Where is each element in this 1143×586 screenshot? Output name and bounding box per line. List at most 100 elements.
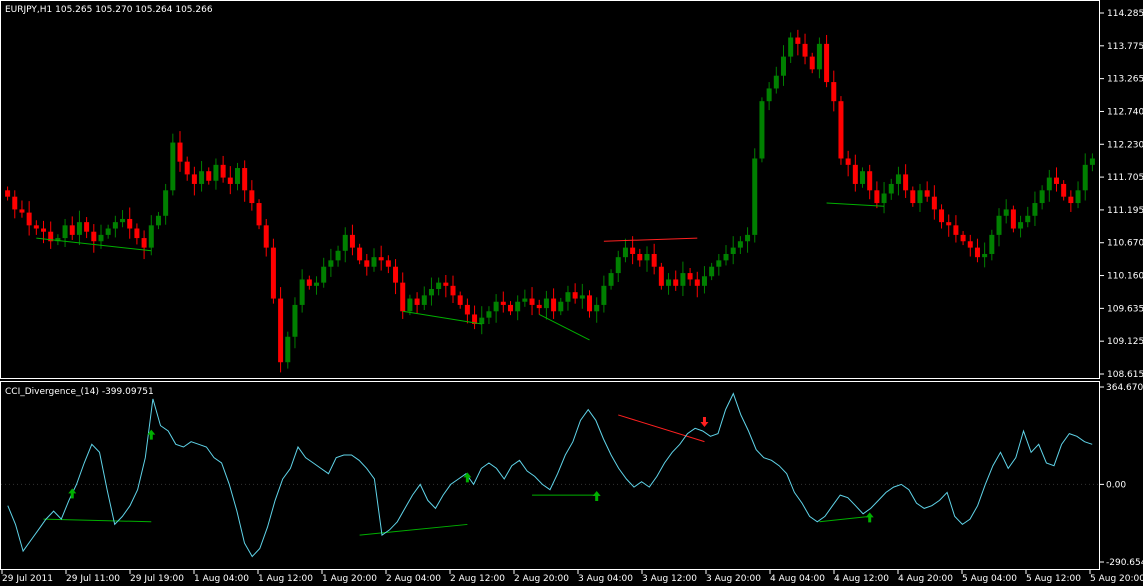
cci-divergence-lines xyxy=(43,414,870,536)
candle-body xyxy=(651,253,657,267)
price-tick-label: 112.230 xyxy=(1107,140,1143,150)
candle-body xyxy=(62,225,68,239)
bear-candle xyxy=(84,217,90,239)
bull-candle xyxy=(428,277,434,306)
candle-body xyxy=(134,228,140,239)
candle-body xyxy=(84,222,90,232)
candle-body xyxy=(357,247,363,261)
bull-candle xyxy=(666,273,672,295)
cci-tick-label: 364.6708 xyxy=(1106,383,1143,393)
bull-candle xyxy=(752,148,758,243)
bull-candle xyxy=(371,248,377,272)
candle-body xyxy=(263,225,269,248)
candle-body xyxy=(385,260,391,267)
candle-body xyxy=(831,82,837,102)
candle-body xyxy=(55,238,61,242)
candle-body xyxy=(335,250,341,261)
candle-body xyxy=(622,247,628,258)
bull-candle xyxy=(436,277,442,296)
price-axis: 114.285 113.775 113.265 112.740 112.230 111.7… xyxy=(1100,9,1143,380)
candle-body xyxy=(98,234,104,242)
bull-candle xyxy=(565,285,571,311)
candle-body xyxy=(1039,190,1045,204)
candle-body xyxy=(960,234,966,242)
candle-body xyxy=(507,304,513,312)
candle-body xyxy=(809,56,815,70)
candle-body xyxy=(127,218,133,229)
bear-candle xyxy=(41,220,47,244)
candle-body xyxy=(838,101,844,159)
candle-body xyxy=(680,273,686,286)
time-tick-label: 3 Aug 12:00 xyxy=(642,574,697,584)
bear-candle xyxy=(177,131,183,172)
indicator-panel-frame xyxy=(0,381,1100,570)
bear-candle xyxy=(472,305,478,330)
bear-candle xyxy=(191,166,197,196)
price-divergence-lines xyxy=(36,202,885,341)
bear-candle xyxy=(651,243,657,275)
cci-axis: 364.6708 0.00 -290.654 xyxy=(1100,383,1143,568)
bear-candle xyxy=(227,166,233,195)
candle-body xyxy=(888,183,894,194)
bear-candle xyxy=(637,248,643,267)
red-down-arrow-icon xyxy=(700,416,709,427)
bull-candle xyxy=(213,158,219,190)
bull-candle xyxy=(1089,153,1095,172)
bear-candle xyxy=(249,180,255,211)
bull-candle xyxy=(1046,169,1052,202)
bull-candle xyxy=(601,275,607,313)
candle-body xyxy=(601,285,607,305)
candle-body xyxy=(723,253,729,261)
bear-candle xyxy=(1068,190,1074,212)
candle-body xyxy=(464,304,470,315)
candle-body xyxy=(184,161,190,175)
candle-body xyxy=(270,247,276,299)
bull-candle xyxy=(860,167,866,188)
candle-body xyxy=(1053,177,1059,184)
bear-candle xyxy=(658,262,664,290)
candle-body xyxy=(558,301,564,312)
bull-candle xyxy=(1003,199,1009,224)
candle-body xyxy=(1082,164,1088,191)
bear-candle xyxy=(967,234,973,257)
time-tick-label: 4 Aug 20:00 xyxy=(898,574,953,584)
bear-candle xyxy=(587,290,593,318)
bear-candle xyxy=(443,274,449,298)
bear-candle xyxy=(874,181,880,209)
candle-body xyxy=(299,279,305,305)
candle-body xyxy=(860,171,866,184)
candle-body xyxy=(407,298,413,312)
bear-candle xyxy=(127,207,133,239)
candle-body xyxy=(249,190,255,204)
price-tick-label: 111.195 xyxy=(1107,206,1143,216)
bull-candle xyxy=(328,248,334,277)
candle-body xyxy=(615,257,621,274)
candle-body xyxy=(234,168,240,184)
time-tick-label: 3 Aug 04:00 xyxy=(578,574,633,584)
green-up-arrow-icon xyxy=(592,491,601,502)
candle-body xyxy=(105,228,111,235)
bear-candle xyxy=(824,34,830,88)
bear-candle xyxy=(694,271,700,298)
bull-candle xyxy=(579,283,585,309)
bull-candle xyxy=(479,306,485,335)
bear-candle xyxy=(184,156,190,181)
candle-body xyxy=(953,225,959,235)
bull-candle xyxy=(1025,206,1031,228)
bull-candle xyxy=(163,183,169,225)
bear-candle xyxy=(278,287,284,373)
price-tick-label: 113.265 xyxy=(1107,75,1143,85)
candle-body xyxy=(314,282,320,286)
candle-body xyxy=(1010,209,1016,229)
bull-candle xyxy=(120,210,126,228)
bull-candle xyxy=(285,331,291,369)
time-tick-label: 2 Aug 12:00 xyxy=(450,574,505,584)
candle-body xyxy=(522,298,528,302)
bear-candle xyxy=(831,70,837,112)
candle-body xyxy=(982,253,988,258)
candle-body xyxy=(256,203,262,226)
bull-candle xyxy=(680,261,686,297)
bull-candle xyxy=(881,182,887,214)
bull-candle xyxy=(112,215,118,238)
bull-divergence-line xyxy=(36,237,152,252)
